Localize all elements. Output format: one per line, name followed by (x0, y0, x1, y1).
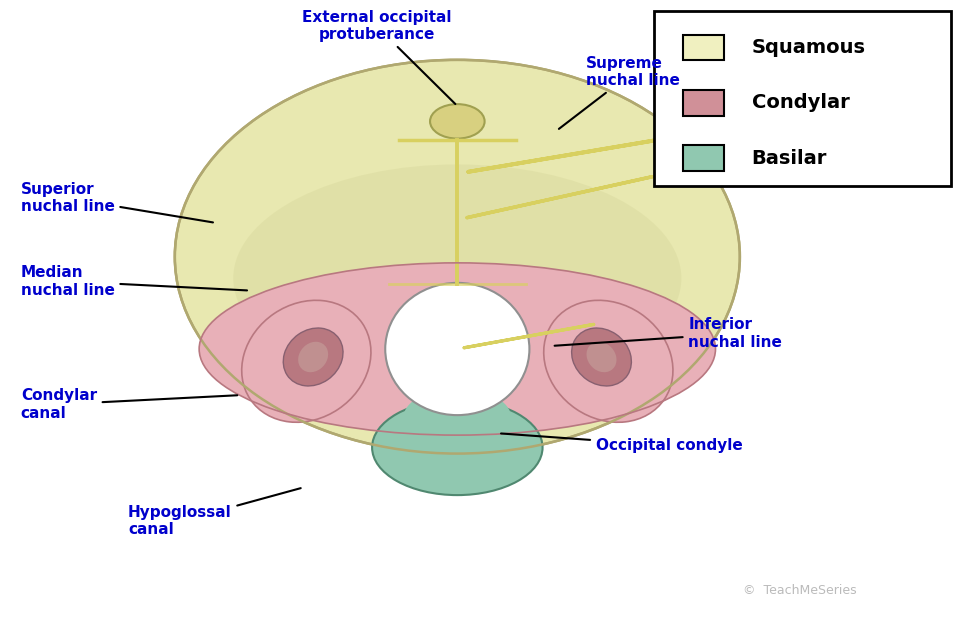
Ellipse shape (175, 60, 740, 454)
Ellipse shape (298, 342, 328, 372)
Text: Inferior
nuchal line: Inferior nuchal line (555, 318, 783, 350)
FancyBboxPatch shape (683, 90, 724, 116)
Ellipse shape (372, 400, 542, 495)
FancyBboxPatch shape (655, 11, 952, 186)
Text: Basilar: Basilar (751, 149, 827, 167)
Text: Condylar: Condylar (751, 93, 849, 112)
Ellipse shape (241, 300, 371, 422)
Ellipse shape (404, 389, 511, 444)
Text: ©  TeachMeSeries: © TeachMeSeries (743, 584, 857, 597)
Ellipse shape (199, 263, 715, 435)
Ellipse shape (586, 342, 616, 372)
Ellipse shape (234, 164, 681, 392)
Text: Occipital condyle: Occipital condyle (501, 433, 743, 453)
Text: External occipital
protuberance: External occipital protuberance (302, 10, 455, 104)
Text: Superior
nuchal line: Superior nuchal line (21, 182, 213, 222)
Text: Median
nuchal line: Median nuchal line (21, 265, 247, 297)
FancyBboxPatch shape (683, 35, 724, 61)
Text: Hypoglossal
canal: Hypoglossal canal (128, 488, 301, 538)
Text: Condylar
canal: Condylar canal (21, 388, 237, 421)
Ellipse shape (283, 328, 343, 386)
Ellipse shape (544, 300, 673, 422)
Circle shape (430, 104, 485, 138)
Ellipse shape (572, 328, 631, 386)
Text: Squamous: Squamous (751, 38, 866, 57)
Text: Supreme
nuchal line: Supreme nuchal line (559, 56, 680, 129)
FancyBboxPatch shape (683, 145, 724, 171)
Ellipse shape (385, 283, 530, 415)
